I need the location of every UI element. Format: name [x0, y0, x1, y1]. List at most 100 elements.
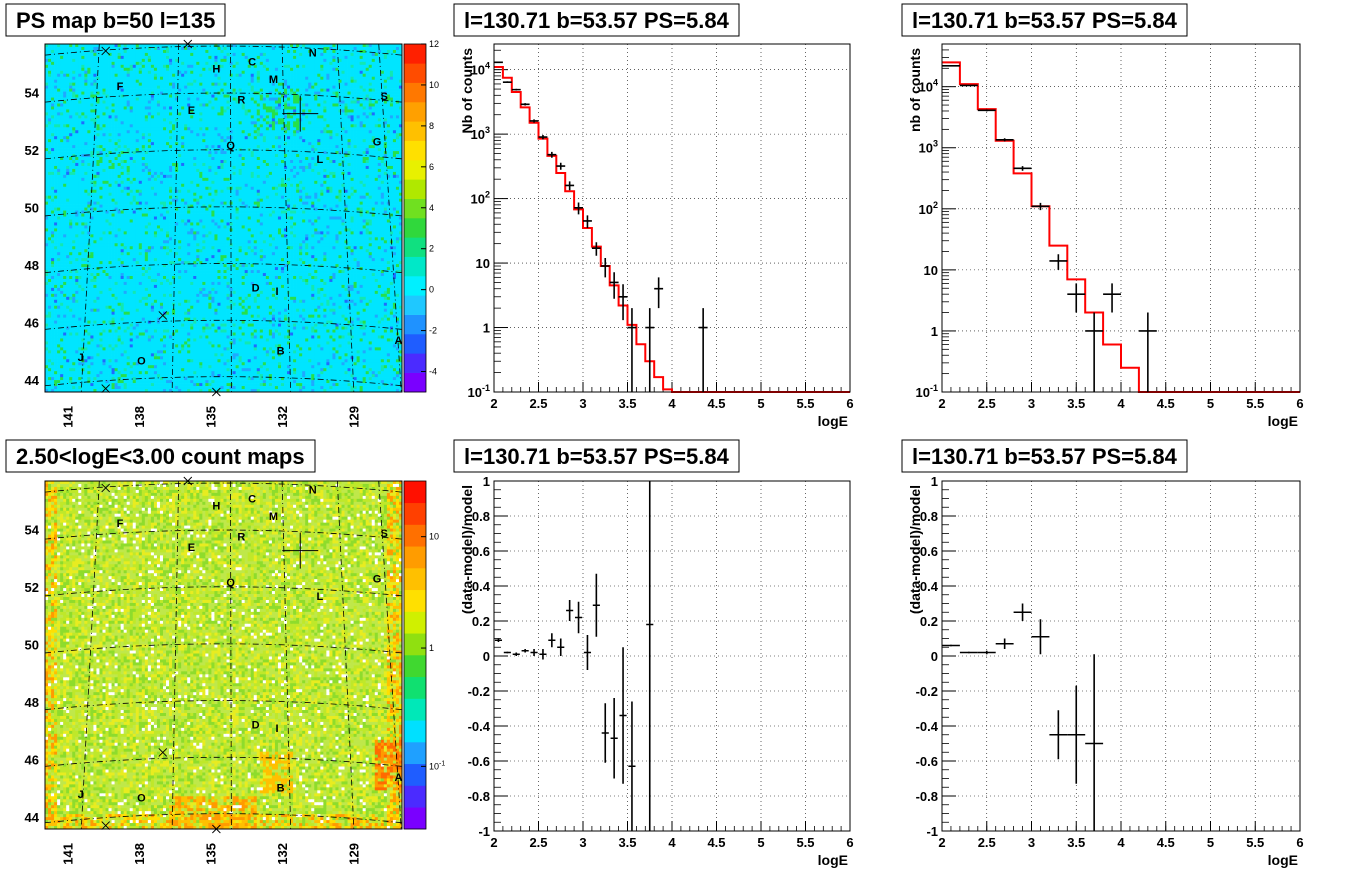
psmap-cell — [66, 109, 70, 113]
psmap-cell — [392, 64, 397, 69]
psmap-cell — [181, 115, 185, 119]
psmap-cell — [323, 58, 327, 63]
psmap-cell — [395, 121, 400, 125]
psmap-cell — [99, 124, 103, 128]
psmap-cell — [214, 115, 218, 119]
psmap-cell — [314, 121, 318, 125]
psmap-cell — [57, 82, 61, 86]
psmap-cell — [138, 64, 143, 69]
psmap-cell — [398, 148, 403, 152]
psmap-cell — [141, 100, 146, 104]
psmap-cell — [353, 118, 357, 122]
psmap-cell — [256, 133, 261, 137]
psmap-cell — [305, 94, 309, 98]
psmap-cell — [353, 55, 357, 60]
psmap-cell — [57, 118, 61, 122]
psmap-cell — [105, 121, 109, 125]
psmap-cell — [350, 44, 354, 48]
psmap-cell — [153, 124, 158, 128]
psmap-cell — [60, 103, 64, 107]
psmap-cell — [293, 121, 297, 125]
psmap-cell — [329, 127, 333, 131]
psmap-cell — [75, 94, 79, 98]
psmap-cell — [335, 162, 339, 167]
psmap-cell — [302, 76, 306, 81]
psmap-cell — [84, 64, 88, 69]
psmap-cell — [129, 112, 134, 116]
psmap-cell — [247, 61, 252, 66]
psmap-cell — [141, 64, 146, 69]
psmap-cell — [398, 115, 403, 119]
psmap-cell — [211, 76, 215, 81]
psmap-cell — [51, 157, 55, 161]
psmap-cell — [323, 85, 327, 89]
psmap-cell — [196, 136, 200, 140]
psmap-cell — [175, 58, 179, 63]
psmap-cell — [235, 160, 239, 164]
psmap-cell — [256, 127, 261, 131]
psmap-cell — [129, 58, 134, 63]
psmap-cell — [45, 124, 49, 128]
psmap-cell — [202, 76, 206, 81]
psmap-cell — [93, 112, 97, 116]
psmap-cell — [166, 106, 170, 110]
psmap-cell — [284, 139, 288, 143]
psmap-cell — [102, 91, 106, 95]
psmap-cell — [153, 165, 158, 170]
psmap-cell — [223, 70, 227, 75]
psmap-cell — [386, 46, 391, 51]
psmap-cell — [202, 70, 206, 75]
psmap-cell — [377, 145, 382, 149]
psmap-cell — [344, 160, 348, 164]
psmap-cell — [235, 82, 239, 86]
psmap-cell — [96, 124, 100, 128]
psmap-cell — [129, 118, 134, 122]
psmap-cell — [326, 136, 330, 140]
psmap-cell — [132, 154, 137, 158]
psmap-cell — [156, 148, 161, 152]
psmap-cell — [159, 55, 164, 60]
psmap-cell — [190, 85, 194, 89]
psmap-cell — [308, 142, 312, 146]
psmap-cell — [341, 100, 345, 104]
psmap-cell — [69, 67, 73, 72]
psmap-cell — [211, 145, 215, 149]
psmap-cell — [250, 52, 255, 57]
psmap-cell — [172, 79, 176, 84]
psmap-cell — [392, 49, 397, 54]
psmap-cell — [320, 118, 324, 122]
psmap-cell — [320, 49, 324, 54]
psmap-cell — [226, 103, 230, 107]
psmap-cell — [262, 162, 267, 167]
psmap-cell — [274, 121, 279, 125]
psmap-cell — [129, 46, 134, 51]
psmap-cell — [365, 61, 370, 66]
psmap-cell — [202, 49, 206, 54]
psmap-cell — [193, 148, 197, 152]
psmap-cell — [108, 160, 112, 164]
psmap-cell — [365, 44, 370, 48]
psmap-cell — [208, 67, 212, 72]
psmap-cell — [359, 82, 364, 86]
psmap-cell — [114, 55, 118, 60]
psmap-cell — [220, 136, 224, 140]
psmap-cell — [302, 136, 306, 140]
psmap-cell — [169, 136, 173, 140]
psmap-cell — [54, 79, 58, 84]
psmap-cell — [196, 165, 200, 170]
psmap-cell — [150, 118, 155, 122]
psmap-cell — [314, 91, 318, 95]
psmap-cell — [105, 106, 109, 110]
psmap-cell — [48, 44, 52, 48]
psmap-cell — [320, 97, 324, 101]
psmap-cell — [169, 121, 173, 125]
psmap-cell — [314, 160, 318, 164]
psmap-cell — [341, 106, 345, 110]
psmap-cell — [229, 82, 233, 86]
psmap-cell — [362, 145, 367, 149]
psmap-cell — [268, 127, 273, 131]
psmap-cell — [287, 157, 291, 161]
psmap-cell — [235, 124, 239, 128]
psmap-cell — [156, 76, 161, 81]
psmap-cell — [220, 165, 224, 170]
